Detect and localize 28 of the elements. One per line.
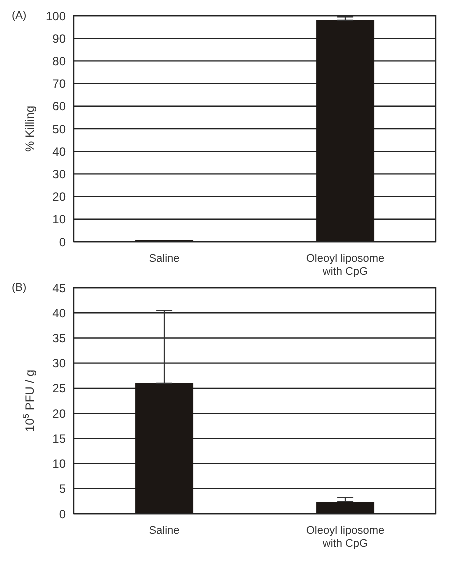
y-tick-label: 10 <box>52 212 66 227</box>
y-tick-label: 80 <box>52 54 66 68</box>
y-tick-label: 30 <box>52 167 66 182</box>
chart-title: (A) <box>12 10 27 22</box>
y-tick-label: 0 <box>59 507 66 522</box>
y-axis-title: % Killing <box>23 106 37 152</box>
x-tick-label: Oleoyl liposome with CpG <box>306 253 385 278</box>
y-tick-label: 25 <box>52 382 66 396</box>
y-tick-label: 0 <box>59 235 66 250</box>
y-tick-label: 5 <box>59 482 66 496</box>
y-tick-label: 10 <box>52 457 66 472</box>
y-tick-label: 20 <box>52 406 66 421</box>
y-tick-label: 90 <box>52 32 66 46</box>
y-tick-label: 35 <box>52 331 66 346</box>
y-tick-label: 70 <box>52 77 66 92</box>
y-tick-label: 40 <box>52 144 66 159</box>
x-tick-label: Saline <box>149 525 180 537</box>
y-tick-label: 45 <box>52 281 66 296</box>
y-tick-label: 20 <box>52 190 66 204</box>
y-tick-label: 15 <box>52 432 66 446</box>
x-tick-label: Oleoyl liposome with CpG <box>306 525 385 550</box>
x-tick-label: Saline <box>149 253 180 265</box>
y-tick-label: 30 <box>52 356 66 371</box>
y-tick-label: 50 <box>52 122 66 136</box>
chart-title: (B) <box>12 282 27 294</box>
y-tick-label: 60 <box>52 100 66 114</box>
y-tick-label: 100 <box>46 9 66 24</box>
y-tick-label: 40 <box>52 306 66 320</box>
